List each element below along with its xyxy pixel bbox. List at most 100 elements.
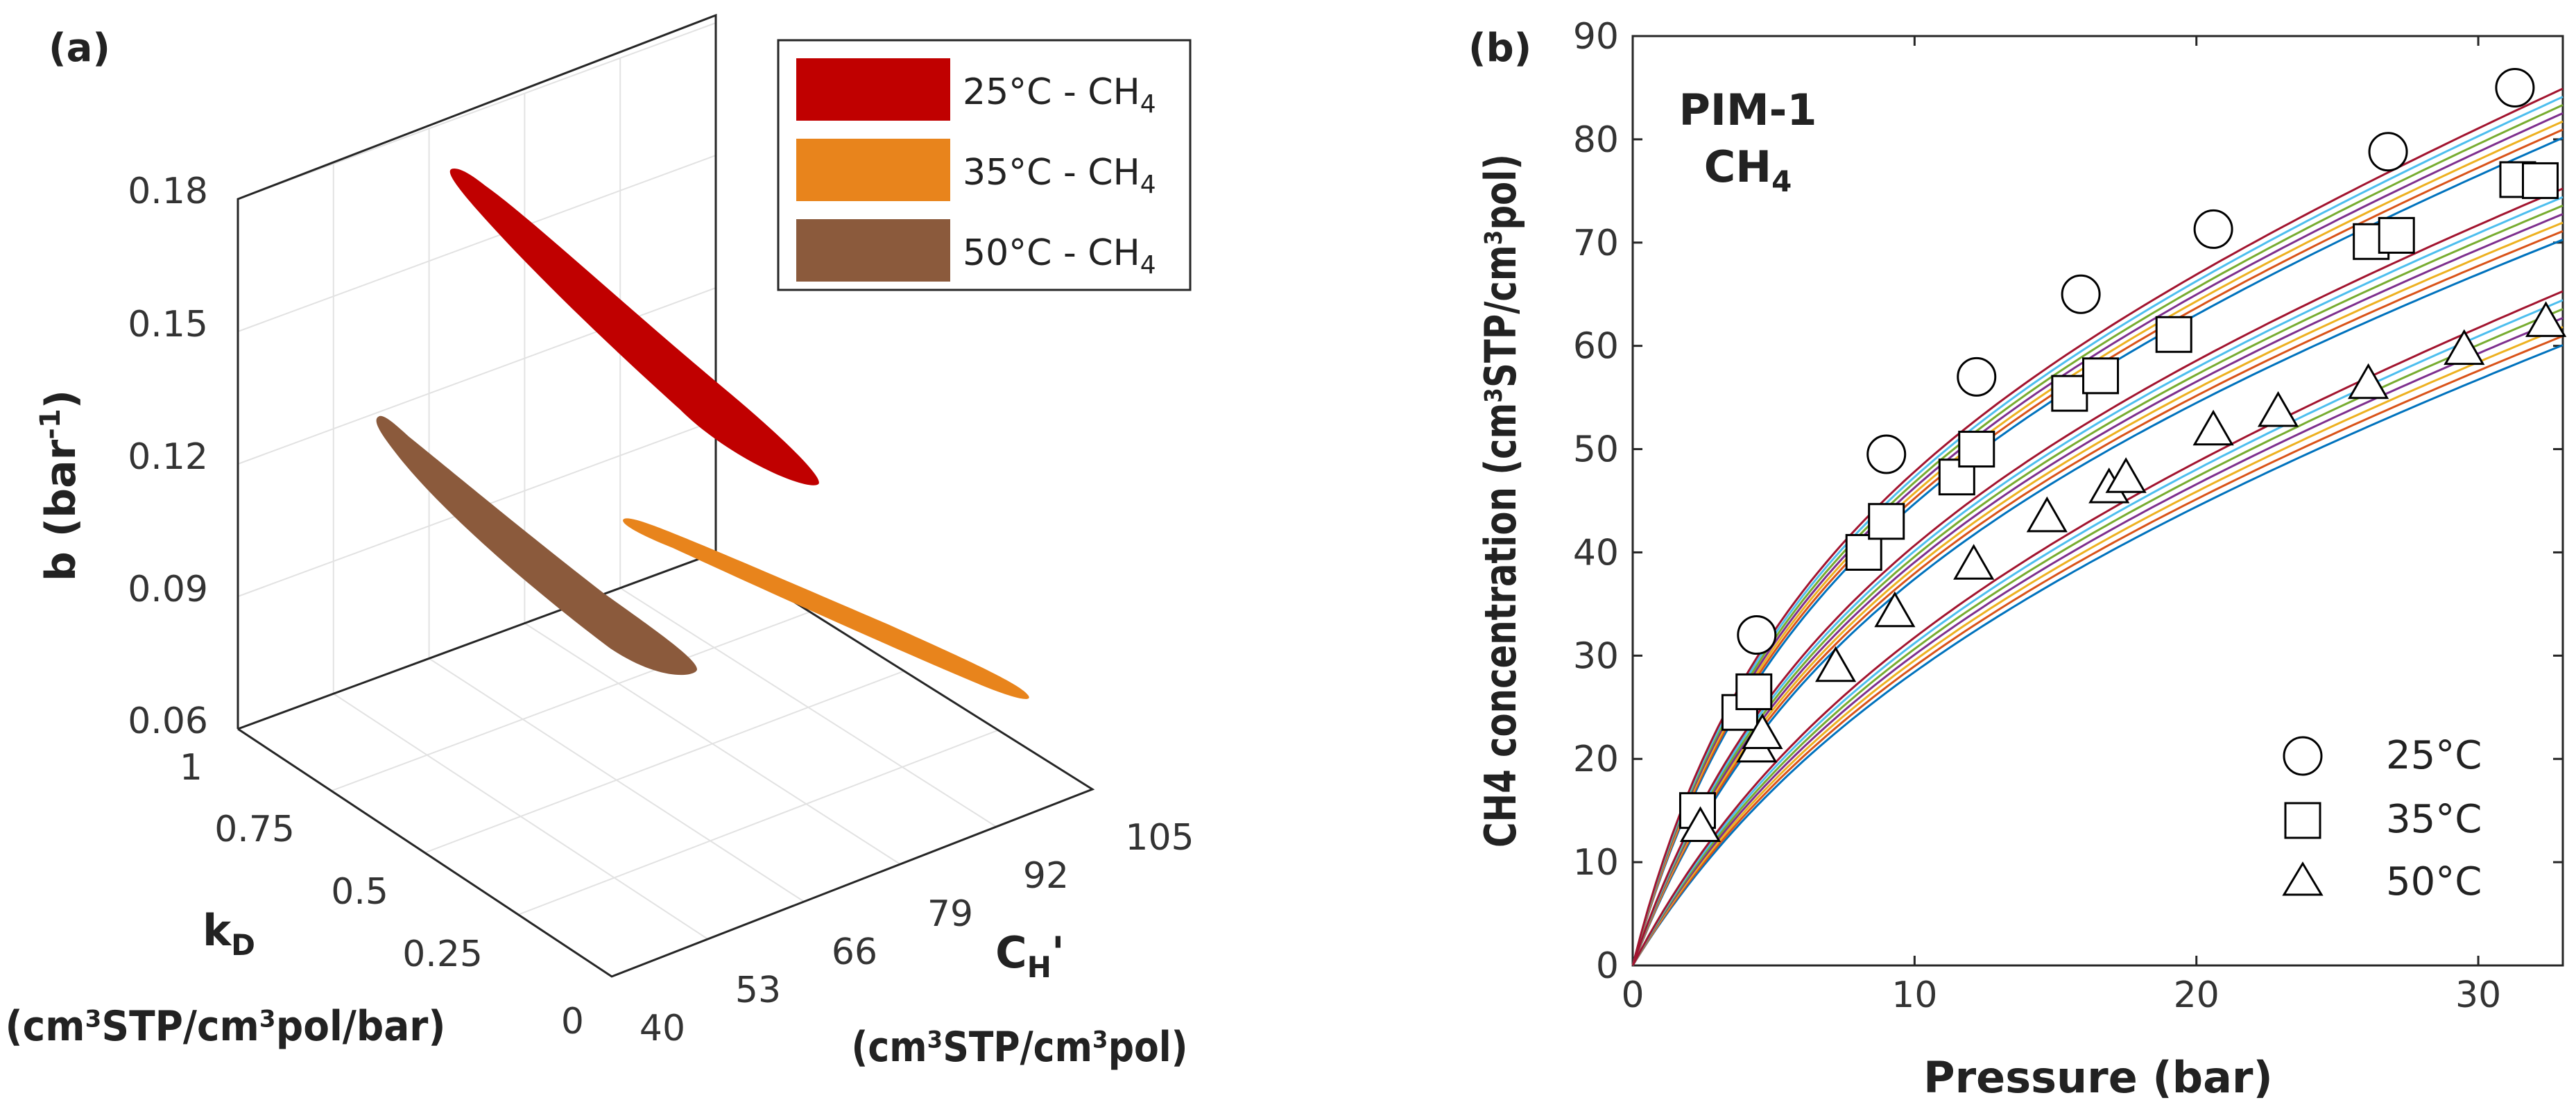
- data-point: [1814, 646, 1857, 682]
- grid-line: [424, 670, 904, 854]
- data-point: [2521, 162, 2559, 199]
- plot-frame: [1631, 35, 2564, 967]
- fit-curve: [1631, 87, 2564, 966]
- data-point: [1957, 356, 1997, 397]
- data-point: [2368, 132, 2408, 172]
- data-point: [2026, 496, 2068, 533]
- fit-curve: [1631, 344, 2564, 966]
- fit-curve: [1631, 335, 2564, 966]
- data-point: [2061, 274, 2101, 314]
- fit-curve: [1631, 326, 2564, 966]
- fit-curve: [1631, 196, 2564, 966]
- grid-line: [331, 611, 811, 792]
- b-axis-ticks: 0.18 0.15 0.12 0.09 0.06: [128, 171, 208, 742]
- CH-tick: 92: [1023, 855, 1069, 897]
- legend-swatch-35C: [796, 139, 950, 201]
- y-tick-label: 20: [1573, 739, 1619, 780]
- legend-entry: 25°C: [2386, 733, 2482, 778]
- legend-entry: 35°C - CH4: [963, 152, 1156, 199]
- grid-line: [237, 155, 716, 332]
- legend-marker-square: [2284, 802, 2321, 839]
- y-tick-label: 50: [1573, 429, 1619, 471]
- panel-a-label: (a): [49, 26, 110, 71]
- fit-curve: [1631, 317, 2564, 966]
- legend-marker-triangle: [2282, 861, 2324, 896]
- fit-curve: [1631, 290, 2564, 966]
- data-point: [1845, 533, 1882, 571]
- data-point: [1953, 544, 1995, 580]
- data-point: [2525, 301, 2567, 337]
- panel-b: (b) 0 10 20 30 0 10 20 30 40 50 60 70 80 90 PIM-1 CH4…: [1468, 16, 2567, 1103]
- x-tick-label: 0: [1621, 974, 1644, 1016]
- kD-tick: 0.75: [214, 809, 295, 850]
- y-axis-label: CH4 concentration (cm³STP/cm³pol): [1475, 154, 1526, 848]
- fit-curve: [1631, 299, 2564, 966]
- CH-tick: 40: [639, 1008, 685, 1049]
- y-tick-label: 40: [1573, 532, 1619, 574]
- b-tick: 0.18: [128, 171, 208, 212]
- b-axis-label: b (bar-1): [35, 390, 85, 581]
- y-tick-label: 30: [1573, 635, 1619, 677]
- legend-marker-circle: [2283, 736, 2323, 776]
- kD-tick: 0.5: [331, 871, 388, 913]
- panel-b-markers: [1678, 67, 2567, 842]
- y-tick-label: 10: [1573, 842, 1619, 884]
- legend-entry: 50°C: [2386, 859, 2482, 904]
- fit-curve: [1631, 187, 2564, 966]
- fit-curve: [1631, 112, 2564, 966]
- legend-entry: 35°C: [2386, 797, 2482, 842]
- CH-axis-units: (cm³STP/cm³pol): [852, 1023, 1188, 1072]
- CH-axis-ticks: 40 53 66 79 92 105: [639, 817, 1194, 1049]
- legend-entry: 25°C - CH4: [963, 71, 1156, 119]
- panel-a: (a) 0.18 0.15 0.12 0.09 0.06 b (bar-1) 0: [6, 13, 1194, 1072]
- kD-axis-ticks: 0 0.25 0.5 0.75 1: [180, 747, 584, 1042]
- kD-axis-label: kD: [203, 905, 255, 962]
- panel-b-label: (b): [1468, 26, 1531, 71]
- fit-curve: [1631, 96, 2564, 966]
- b-tick: 0.12: [128, 436, 208, 478]
- fit-curve: [1631, 104, 2564, 966]
- panel-a-grid: [237, 22, 999, 940]
- b-tick: 0.06: [128, 700, 208, 742]
- data-point: [2495, 67, 2535, 108]
- fit-curve: [1631, 205, 2564, 966]
- data-point: [1874, 591, 1916, 628]
- x-axis-label: Pressure (bar): [1923, 1052, 2273, 1103]
- data-point: [1866, 434, 1907, 474]
- y-tick-label: 80: [1573, 119, 1619, 161]
- CH-tick: 66: [832, 931, 877, 973]
- data-point: [1742, 713, 1783, 749]
- annotation-polymer: PIM-1: [1678, 85, 1817, 135]
- panel-a-box: [237, 13, 1095, 978]
- CH-tick: 53: [735, 970, 781, 1011]
- data-point: [2378, 216, 2415, 254]
- y-tick-label: 90: [1573, 16, 1619, 58]
- kD-axis-units: (cm³STP/cm³pol/bar): [6, 1002, 446, 1051]
- fit-curve: [1631, 239, 2564, 966]
- b-tick: 0.09: [128, 569, 208, 610]
- panel-b-legend: 25°C 35°C 50°C: [2282, 733, 2482, 904]
- legend-entry: 50°C - CH4: [963, 232, 1156, 280]
- panel-a-legend: 25°C - CH4 35°C - CH4 50°C - CH4: [777, 39, 1192, 291]
- panel-b-fit-curves: [1631, 87, 2564, 966]
- x-tick-label: 10: [1891, 974, 1937, 1016]
- CH-tick: 79: [927, 893, 973, 935]
- legend-swatch-25C: [796, 58, 950, 121]
- data-point: [2193, 209, 2233, 249]
- data-point: [2257, 390, 2299, 427]
- panel-b-ticks: 0 10 20 30 0 10 20 30 40 50 60 70 80 90: [1573, 16, 2563, 1016]
- x-tick-label: 30: [2455, 974, 2501, 1016]
- ellipse-50C: [376, 415, 697, 676]
- ellipse-35C: [623, 518, 1029, 699]
- panel-a-ellipses: [376, 169, 1029, 699]
- data-point: [2105, 457, 2147, 493]
- legend-swatch-50C: [796, 219, 950, 282]
- grid-line: [517, 729, 999, 915]
- CH-axis-label: CH': [995, 927, 1065, 984]
- data-point: [1735, 673, 1773, 710]
- data-point: [2051, 375, 2088, 412]
- fit-curve: [1631, 308, 2564, 966]
- data-point: [2192, 409, 2234, 446]
- fit-curve: [1631, 221, 2564, 966]
